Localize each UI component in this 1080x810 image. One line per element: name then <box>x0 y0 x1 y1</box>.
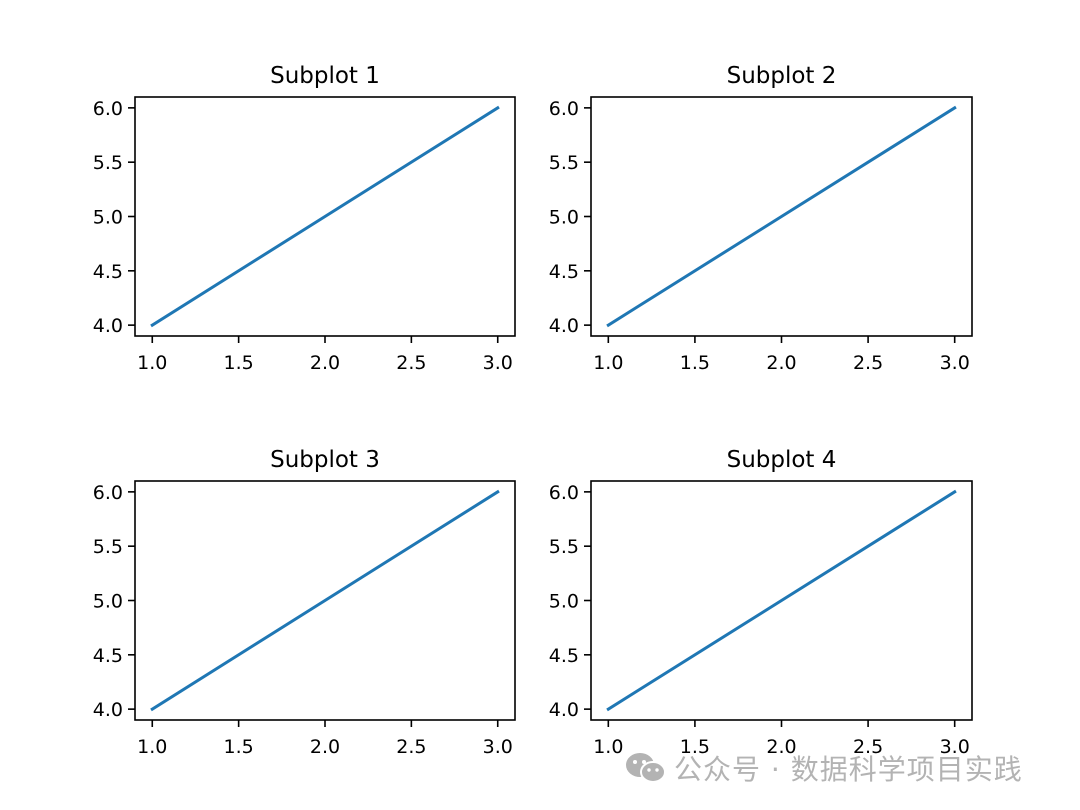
x-tick-label: 2.5 <box>396 352 426 374</box>
subplot-title: Subplot 2 <box>727 63 837 89</box>
y-tick-label: 5.0 <box>549 591 579 613</box>
x-tick-label: 2.0 <box>766 352 796 374</box>
x-tick-label: 3.0 <box>940 352 970 374</box>
x-tick-label: 1.0 <box>593 736 623 758</box>
subplot-title: Subplot 3 <box>270 447 380 473</box>
y-tick-label: 4.0 <box>93 315 123 337</box>
x-tick-label: 1.5 <box>224 736 254 758</box>
y-tick-label: 6.0 <box>93 98 123 120</box>
y-tick-label: 4.0 <box>549 315 579 337</box>
y-tick-label: 4.5 <box>549 645 579 667</box>
x-tick-label: 1.5 <box>680 736 710 758</box>
x-tick-label: 2.0 <box>310 352 340 374</box>
subplot-2: Subplot 2 1.0 1.5 2.0 2.5 3.0 4.0 4.5 5.0 5.5 6.0 <box>549 63 973 374</box>
y-tick-label: 5.5 <box>93 152 123 174</box>
watermark: 公众号 · 数据科学项目实践 <box>624 748 1023 788</box>
data-line <box>150 105 500 328</box>
x-tick-label: 2.5 <box>853 352 883 374</box>
x-tick-label: 2.0 <box>310 736 340 758</box>
y-tick-label: 4.0 <box>549 699 579 721</box>
x-tick-label: 3.0 <box>483 352 513 374</box>
wechat-icon <box>624 751 668 785</box>
x-tick-label: 1.0 <box>593 352 623 374</box>
y-tick-label: 5.0 <box>93 591 123 613</box>
x-tick-label: 1.5 <box>224 352 254 374</box>
subplot-title: Subplot 1 <box>270 63 380 89</box>
y-tick-label: 4.5 <box>549 261 579 283</box>
y-tick-label: 4.5 <box>93 645 123 667</box>
data-line <box>150 489 500 712</box>
y-tick-label: 5.0 <box>549 207 579 229</box>
subplot-title: Subplot 4 <box>727 447 837 473</box>
y-tick-label: 6.0 <box>549 482 579 504</box>
x-tick-label: 1.0 <box>137 736 167 758</box>
x-tick-label: 2.0 <box>766 736 796 758</box>
subplot-1: Subplot 1 1.0 1.5 2.0 2.5 3.0 4.0 4.5 5.0 5.5 6.0 <box>93 63 516 374</box>
subplot-3: Subplot 3 1.0 1.5 2.0 2.5 3.0 4.0 4.5 5.0 5.5 6.0 <box>93 447 516 758</box>
x-tick-label: 1.5 <box>680 352 710 374</box>
y-tick-label: 6.0 <box>549 98 579 120</box>
x-tick-label: 3.0 <box>483 736 513 758</box>
y-tick-label: 5.0 <box>93 207 123 229</box>
x-tick-label: 2.5 <box>396 736 426 758</box>
y-tick-label: 5.5 <box>93 536 123 558</box>
y-tick-label: 4.5 <box>93 261 123 283</box>
x-tick-label: 3.0 <box>940 736 970 758</box>
subplot-4: Subplot 4 1.0 1.5 2.0 2.5 3.0 4.0 4.5 5.0 5.5 6.0 <box>549 447 973 758</box>
x-tick-label: 1.0 <box>137 352 167 374</box>
y-tick-label: 5.5 <box>549 536 579 558</box>
watermark-text: 公众号 · 数据科学项目实践 <box>674 753 1023 786</box>
x-tick-label: 2.5 <box>853 736 883 758</box>
y-tick-label: 6.0 <box>93 482 123 504</box>
data-line <box>606 105 957 328</box>
y-tick-label: 4.0 <box>93 699 123 721</box>
y-tick-label: 5.5 <box>549 152 579 174</box>
data-line <box>606 489 957 712</box>
